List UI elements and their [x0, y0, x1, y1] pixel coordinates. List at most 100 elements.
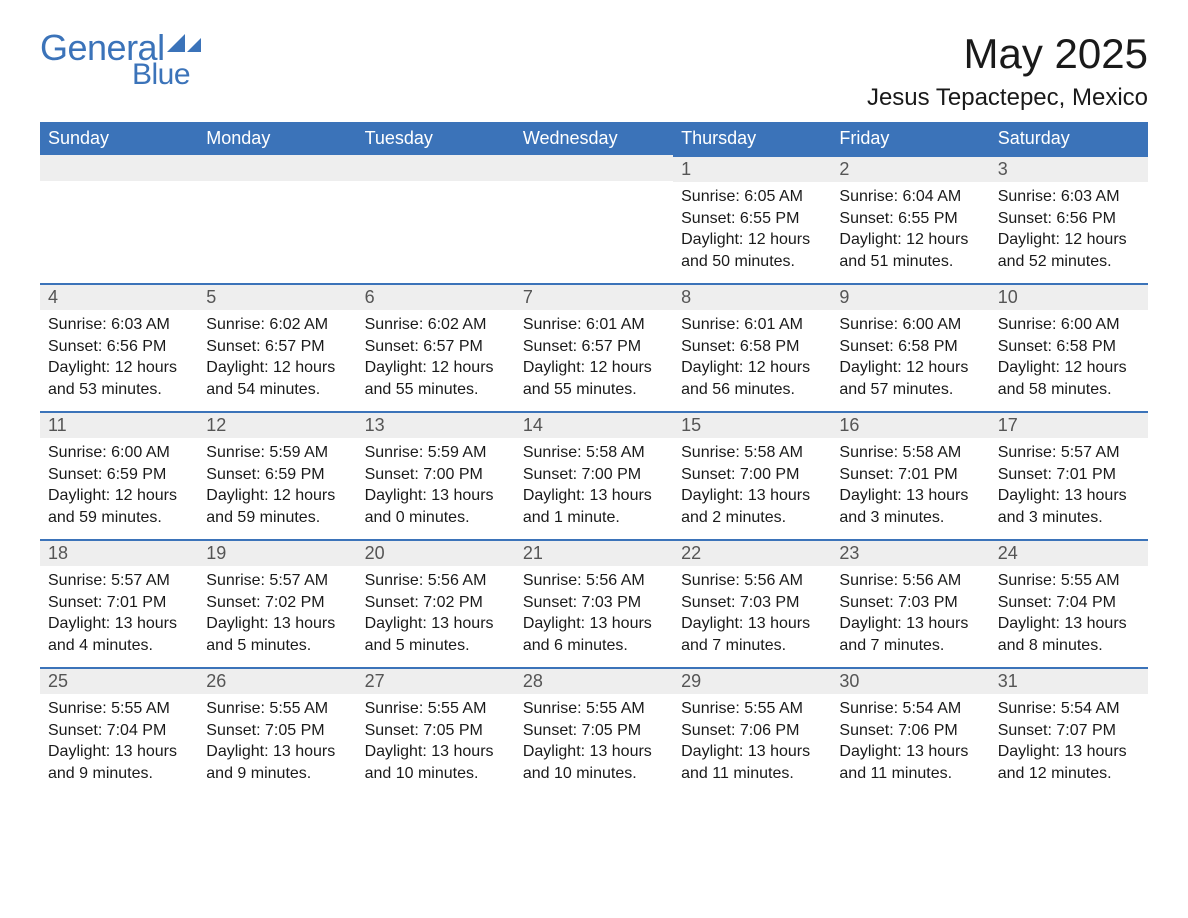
day-wrap: 9Sunrise: 6:00 AMSunset: 6:58 PMDaylight…: [831, 283, 989, 408]
sunrise-line: Sunrise: 6:03 AM: [48, 314, 190, 336]
day-wrap: 2Sunrise: 6:04 AMSunset: 6:55 PMDaylight…: [831, 155, 989, 280]
calendar-cell: 22Sunrise: 5:56 AMSunset: 7:03 PMDayligh…: [673, 539, 831, 667]
sunrise-line: Sunrise: 5:56 AM: [523, 570, 665, 592]
calendar-cell: 9Sunrise: 6:00 AMSunset: 6:58 PMDaylight…: [831, 283, 989, 411]
daylight-line-2: and 56 minutes.: [681, 379, 823, 401]
daylight-line-2: and 58 minutes.: [998, 379, 1140, 401]
calendar-cell: [515, 155, 673, 283]
sunrise-line: Sunrise: 6:02 AM: [206, 314, 348, 336]
day-body: Sunrise: 6:02 AMSunset: 6:57 PMDaylight:…: [198, 310, 356, 408]
daylight-line-2: and 8 minutes.: [998, 635, 1140, 657]
daylight-line-1: Daylight: 13 hours: [681, 613, 823, 635]
day-body: Sunrise: 6:03 AMSunset: 6:56 PMDaylight:…: [40, 310, 198, 408]
calendar-cell: 27Sunrise: 5:55 AMSunset: 7:05 PMDayligh…: [357, 667, 515, 795]
weekday-header: Tuesday: [357, 122, 515, 155]
sunset-line: Sunset: 7:03 PM: [839, 592, 981, 614]
day-number: 17: [990, 413, 1148, 438]
calendar-cell: 23Sunrise: 5:56 AMSunset: 7:03 PMDayligh…: [831, 539, 989, 667]
daylight-line-2: and 3 minutes.: [839, 507, 981, 529]
sunrise-line: Sunrise: 5:59 AM: [365, 442, 507, 464]
day-number: 18: [40, 541, 198, 566]
day-number: 9: [831, 285, 989, 310]
daylight-line-1: Daylight: 13 hours: [365, 613, 507, 635]
day-body: Sunrise: 6:00 AMSunset: 6:59 PMDaylight:…: [40, 438, 198, 536]
day-body: Sunrise: 6:05 AMSunset: 6:55 PMDaylight:…: [673, 182, 831, 280]
day-body: Sunrise: 6:04 AMSunset: 6:55 PMDaylight:…: [831, 182, 989, 280]
day-number: 4: [40, 285, 198, 310]
calendar-cell: 20Sunrise: 5:56 AMSunset: 7:02 PMDayligh…: [357, 539, 515, 667]
daylight-line-1: Daylight: 12 hours: [206, 485, 348, 507]
daylight-line-2: and 57 minutes.: [839, 379, 981, 401]
calendar-cell: 16Sunrise: 5:58 AMSunset: 7:01 PMDayligh…: [831, 411, 989, 539]
daylight-line-2: and 53 minutes.: [48, 379, 190, 401]
daylight-line-2: and 54 minutes.: [206, 379, 348, 401]
day-body: Sunrise: 6:01 AMSunset: 6:57 PMDaylight:…: [515, 310, 673, 408]
day-body: Sunrise: 5:58 AMSunset: 7:00 PMDaylight:…: [515, 438, 673, 536]
daylight-line-2: and 11 minutes.: [839, 763, 981, 785]
calendar-row: 1Sunrise: 6:05 AMSunset: 6:55 PMDaylight…: [40, 155, 1148, 283]
calendar-cell: 29Sunrise: 5:55 AMSunset: 7:06 PMDayligh…: [673, 667, 831, 795]
sunrise-line: Sunrise: 5:59 AM: [206, 442, 348, 464]
daylight-line-1: Daylight: 13 hours: [839, 613, 981, 635]
empty-daynum: [40, 155, 198, 181]
day-body: Sunrise: 6:03 AMSunset: 6:56 PMDaylight:…: [990, 182, 1148, 280]
sunrise-line: Sunrise: 6:04 AM: [839, 186, 981, 208]
daylight-line-2: and 10 minutes.: [365, 763, 507, 785]
day-number: 28: [515, 669, 673, 694]
daylight-line-1: Daylight: 13 hours: [523, 741, 665, 763]
weekday-header: Saturday: [990, 122, 1148, 155]
sunrise-line: Sunrise: 5:57 AM: [998, 442, 1140, 464]
day-wrap: 3Sunrise: 6:03 AMSunset: 6:56 PMDaylight…: [990, 155, 1148, 280]
day-number: 21: [515, 541, 673, 566]
daylight-line-2: and 5 minutes.: [365, 635, 507, 657]
daylight-line-2: and 50 minutes.: [681, 251, 823, 273]
day-body: Sunrise: 5:57 AMSunset: 7:01 PMDaylight:…: [40, 566, 198, 664]
sunrise-line: Sunrise: 5:58 AM: [839, 442, 981, 464]
day-wrap: 16Sunrise: 5:58 AMSunset: 7:01 PMDayligh…: [831, 411, 989, 536]
sunrise-line: Sunrise: 5:56 AM: [365, 570, 507, 592]
day-wrap: 31Sunrise: 5:54 AMSunset: 7:07 PMDayligh…: [990, 667, 1148, 792]
day-number: 13: [357, 413, 515, 438]
daylight-line-2: and 1 minute.: [523, 507, 665, 529]
daylight-line-1: Daylight: 13 hours: [998, 741, 1140, 763]
day-body: Sunrise: 5:58 AMSunset: 7:01 PMDaylight:…: [831, 438, 989, 536]
daylight-line-1: Daylight: 12 hours: [48, 357, 190, 379]
calendar-cell: 24Sunrise: 5:55 AMSunset: 7:04 PMDayligh…: [990, 539, 1148, 667]
daylight-line-1: Daylight: 12 hours: [839, 229, 981, 251]
daylight-line-1: Daylight: 13 hours: [206, 613, 348, 635]
sunrise-line: Sunrise: 5:55 AM: [681, 698, 823, 720]
day-number: 29: [673, 669, 831, 694]
calendar-cell: 10Sunrise: 6:00 AMSunset: 6:58 PMDayligh…: [990, 283, 1148, 411]
day-body: Sunrise: 5:54 AMSunset: 7:07 PMDaylight:…: [990, 694, 1148, 792]
daylight-line-1: Daylight: 13 hours: [206, 741, 348, 763]
sunset-line: Sunset: 7:02 PM: [206, 592, 348, 614]
day-number: 6: [357, 285, 515, 310]
sunrise-line: Sunrise: 5:57 AM: [48, 570, 190, 592]
sunset-line: Sunset: 6:55 PM: [681, 208, 823, 230]
day-number: 14: [515, 413, 673, 438]
sunset-line: Sunset: 7:00 PM: [681, 464, 823, 486]
sunset-line: Sunset: 7:05 PM: [365, 720, 507, 742]
daylight-line-2: and 4 minutes.: [48, 635, 190, 657]
day-wrap: 27Sunrise: 5:55 AMSunset: 7:05 PMDayligh…: [357, 667, 515, 792]
sunrise-line: Sunrise: 5:58 AM: [523, 442, 665, 464]
day-body: Sunrise: 6:01 AMSunset: 6:58 PMDaylight:…: [673, 310, 831, 408]
day-wrap: 5Sunrise: 6:02 AMSunset: 6:57 PMDaylight…: [198, 283, 356, 408]
sunrise-line: Sunrise: 6:03 AM: [998, 186, 1140, 208]
calendar-cell: 18Sunrise: 5:57 AMSunset: 7:01 PMDayligh…: [40, 539, 198, 667]
day-body: Sunrise: 5:59 AMSunset: 6:59 PMDaylight:…: [198, 438, 356, 536]
day-number: 24: [990, 541, 1148, 566]
sunset-line: Sunset: 7:01 PM: [839, 464, 981, 486]
sunrise-line: Sunrise: 5:54 AM: [839, 698, 981, 720]
calendar-cell: 30Sunrise: 5:54 AMSunset: 7:06 PMDayligh…: [831, 667, 989, 795]
daylight-line-1: Daylight: 13 hours: [681, 741, 823, 763]
sunset-line: Sunset: 6:58 PM: [998, 336, 1140, 358]
sunset-line: Sunset: 6:59 PM: [48, 464, 190, 486]
weekday-header: Wednesday: [515, 122, 673, 155]
sunset-line: Sunset: 7:03 PM: [681, 592, 823, 614]
day-number: 8: [673, 285, 831, 310]
calendar-cell: 26Sunrise: 5:55 AMSunset: 7:05 PMDayligh…: [198, 667, 356, 795]
day-body: Sunrise: 5:57 AMSunset: 7:02 PMDaylight:…: [198, 566, 356, 664]
calendar-row: 4Sunrise: 6:03 AMSunset: 6:56 PMDaylight…: [40, 283, 1148, 411]
daylight-line-1: Daylight: 13 hours: [839, 485, 981, 507]
